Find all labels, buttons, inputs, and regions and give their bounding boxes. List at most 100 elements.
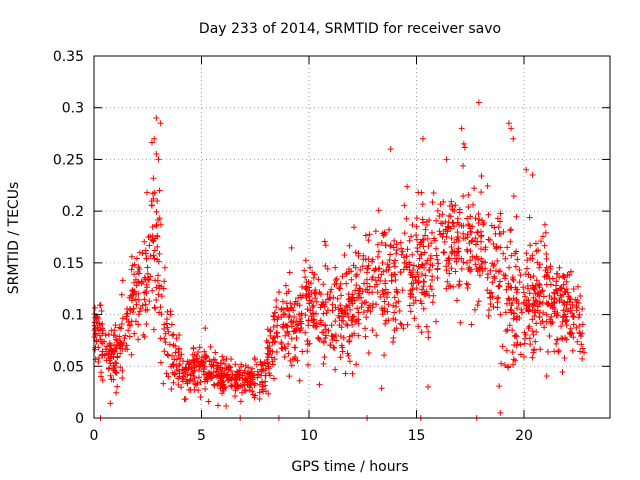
data-point xyxy=(312,323,319,330)
data-point xyxy=(465,266,472,273)
data-point xyxy=(570,285,577,292)
data-point xyxy=(310,302,317,309)
data-point xyxy=(375,248,382,255)
data-point xyxy=(377,293,384,300)
data-point xyxy=(360,309,367,316)
data-point xyxy=(153,222,160,229)
data-point xyxy=(476,266,483,273)
data-point xyxy=(119,367,126,374)
data-point xyxy=(313,298,320,305)
data-point xyxy=(375,207,382,214)
data-point xyxy=(319,329,326,336)
x-tick-label: 20 xyxy=(515,428,533,444)
data-point xyxy=(303,294,310,301)
data-point xyxy=(249,365,256,372)
data-point xyxy=(215,371,222,378)
data-point xyxy=(279,298,286,305)
data-point xyxy=(419,286,426,293)
data-point xyxy=(474,238,481,245)
data-point xyxy=(285,288,292,295)
data-point xyxy=(305,322,312,329)
data-point xyxy=(516,266,523,273)
data-point xyxy=(221,365,228,372)
data-point xyxy=(190,345,197,352)
data-point xyxy=(569,347,576,354)
data-point xyxy=(475,256,482,263)
data-point xyxy=(471,306,478,313)
data-point xyxy=(131,330,138,337)
data-point xyxy=(254,374,261,381)
data-point xyxy=(577,348,584,355)
data-point xyxy=(204,378,211,385)
data-point xyxy=(264,353,271,360)
data-point xyxy=(444,278,451,285)
data-point xyxy=(161,278,168,285)
data-point xyxy=(200,368,207,375)
data-point xyxy=(291,355,298,362)
data-point xyxy=(258,366,265,373)
data-point xyxy=(526,214,533,221)
data-point xyxy=(537,320,544,327)
data-point xyxy=(296,311,303,318)
data-point xyxy=(514,256,521,263)
data-point xyxy=(462,235,469,242)
data-point xyxy=(452,202,459,209)
data-point xyxy=(135,311,142,318)
data-point xyxy=(384,294,391,301)
data-point xyxy=(349,321,356,328)
data-point xyxy=(538,288,545,295)
data-point xyxy=(407,308,414,315)
data-point xyxy=(544,269,551,276)
data-point xyxy=(387,242,394,249)
data-point xyxy=(356,285,363,292)
data-point xyxy=(530,347,537,354)
data-point xyxy=(442,218,449,225)
data-point xyxy=(331,345,338,352)
data-point xyxy=(434,207,441,214)
data-point xyxy=(335,284,342,291)
data-point xyxy=(502,272,509,279)
data-point xyxy=(399,287,406,294)
data-point xyxy=(343,321,350,328)
data-point xyxy=(403,264,410,271)
data-point xyxy=(467,213,474,220)
data-point xyxy=(453,258,460,265)
data-point xyxy=(523,166,530,173)
data-point xyxy=(362,333,369,340)
data-point xyxy=(478,173,485,180)
data-point xyxy=(520,284,527,291)
data-point xyxy=(392,271,399,278)
data-point xyxy=(304,337,311,344)
data-point xyxy=(332,277,339,284)
data-point xyxy=(543,373,550,380)
data-point xyxy=(390,315,397,322)
data-point xyxy=(150,237,157,244)
data-point xyxy=(337,302,344,309)
data-point xyxy=(503,300,510,307)
data-point xyxy=(332,332,339,339)
data-point xyxy=(129,262,136,269)
data-point xyxy=(316,289,323,296)
data-point xyxy=(273,330,280,337)
data-point xyxy=(99,325,106,332)
data-point xyxy=(369,258,376,265)
data-point xyxy=(366,231,373,238)
data-point xyxy=(320,281,327,288)
data-point xyxy=(228,356,235,363)
data-point xyxy=(278,341,285,348)
data-point xyxy=(287,357,294,364)
data-point xyxy=(490,303,497,310)
data-point xyxy=(536,261,543,268)
data-point xyxy=(456,206,463,213)
data-point xyxy=(262,378,269,385)
data-point xyxy=(560,307,567,314)
data-point xyxy=(111,327,118,334)
data-point xyxy=(328,286,335,293)
data-point xyxy=(448,235,455,242)
data-point xyxy=(449,202,456,209)
data-point xyxy=(330,294,337,301)
data-point xyxy=(443,263,450,270)
data-point xyxy=(471,185,478,192)
data-point xyxy=(439,233,446,240)
data-point xyxy=(463,260,470,267)
